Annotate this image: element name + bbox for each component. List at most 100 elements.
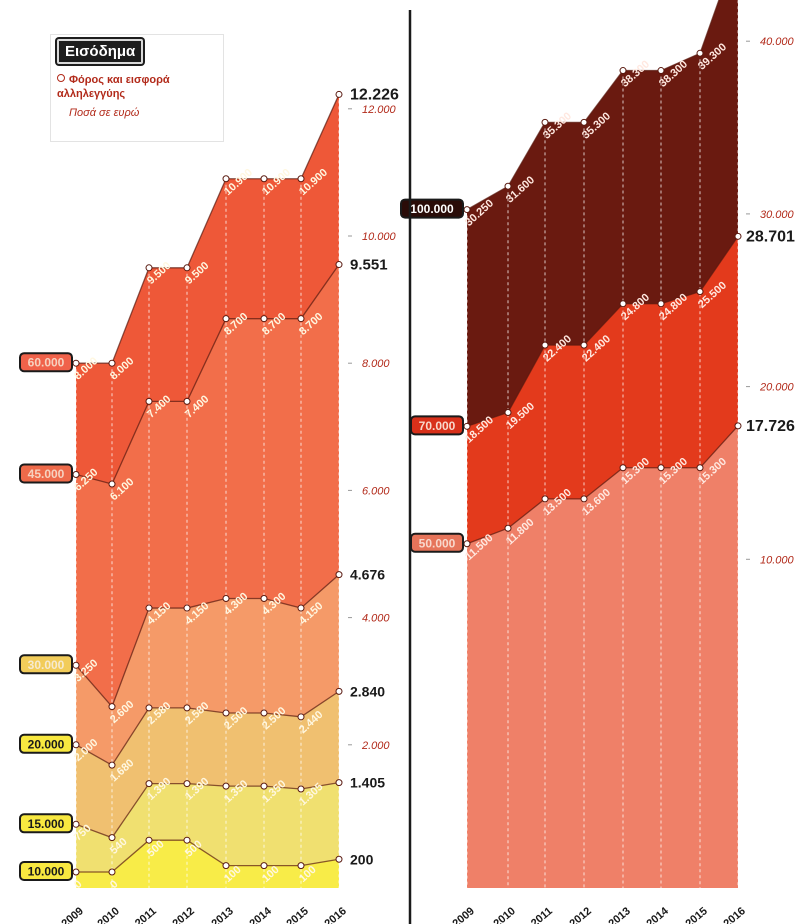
left-y-tick-label: 4.000 <box>362 613 390 625</box>
left-data-point <box>260 709 268 717</box>
right-data-point <box>696 288 704 296</box>
left-data-point <box>108 834 116 842</box>
right-data-point <box>657 300 665 308</box>
left-data-point <box>145 264 153 272</box>
right-data-point <box>657 464 665 472</box>
left-data-point <box>183 780 191 788</box>
right-data-point <box>504 182 512 190</box>
right-badge-label: 70.000 <box>419 419 456 433</box>
left-data-point <box>183 397 191 405</box>
left-badge-label: 20.000 <box>28 737 65 751</box>
right-badge-label: 50.000 <box>419 536 456 550</box>
left-data-point <box>335 687 343 695</box>
left-data-point <box>145 836 153 844</box>
right-data-point <box>504 524 512 532</box>
left-end-label: 200 <box>350 851 374 867</box>
left-data-point <box>183 704 191 712</box>
right-data-point <box>619 464 627 472</box>
left-data-point <box>260 175 268 183</box>
left-badge-label: 10.000 <box>28 865 65 879</box>
right-x-tick-label: 2009 <box>450 905 476 924</box>
left-data-point <box>108 761 116 769</box>
left-data-point <box>72 471 80 478</box>
right-x-tick-label: 2010 <box>491 905 517 924</box>
right-x-tick-label: 2015 <box>683 905 709 924</box>
left-badge-label: 45.000 <box>28 467 65 481</box>
left-series-line <box>75 690 340 767</box>
right-data-point <box>734 232 742 240</box>
left-data-point <box>222 315 230 323</box>
left-data-point <box>72 359 80 367</box>
right-data-point <box>657 67 665 75</box>
right-bands <box>467 0 738 888</box>
left-data-point <box>145 397 153 405</box>
left-y-tick-label: 2.000 <box>361 740 390 752</box>
legend-note: Ποσά σε ευρώ <box>69 107 140 119</box>
left-data-point <box>222 595 230 603</box>
left-data-point <box>108 480 116 488</box>
left-y-tick-label: 8.000 <box>362 358 390 370</box>
left-series-line <box>76 94 340 364</box>
right-income-badge: 100.000 <box>400 198 464 219</box>
right-series-line <box>466 235 739 427</box>
left-end-label: 2.840 <box>350 683 385 699</box>
left-data-point <box>145 780 153 788</box>
left-x-tick-label: 2015 <box>284 905 310 924</box>
left-x-tick-label: 2016 <box>322 905 348 924</box>
left-x-tick-label: 2010 <box>95 905 121 924</box>
right-data-point <box>734 422 742 430</box>
left-badge-label: 60.000 <box>28 356 65 370</box>
right-data-point <box>463 206 471 214</box>
left-y-tick-label: 6.000 <box>362 485 390 497</box>
left-data-point <box>260 315 268 323</box>
left-income-badge: 15.000 <box>19 813 73 834</box>
left-data-point <box>335 855 343 863</box>
left-data-point <box>108 703 116 711</box>
left-data-point <box>72 661 80 669</box>
left-data-point <box>183 836 191 844</box>
right-data-point <box>463 422 471 430</box>
left-badge-box <box>19 813 73 834</box>
left-data-point <box>72 820 80 828</box>
right-income-badge: 50.000 <box>410 532 464 553</box>
left-y-tick-label: 10.000 <box>362 231 397 243</box>
left-badge-box <box>19 733 73 754</box>
left-data-point <box>72 868 80 876</box>
right-income-badge: 70.000 <box>410 415 464 436</box>
left-data-point <box>297 785 305 793</box>
left-end-label: 9.551 <box>350 257 388 274</box>
left-income-badge: 45.000 <box>19 463 73 484</box>
left-series-line <box>76 839 340 873</box>
right-x-tick-label: 2014 <box>644 905 671 924</box>
legend: Εισόδημα Φόρος και εισφορά αλληλεγγύης Π… <box>50 34 224 142</box>
right-data-point <box>696 464 704 472</box>
left-data-point <box>260 782 268 790</box>
left-badge-box <box>19 861 73 881</box>
left-y-axis: 2.000 4.000 6.000 8.000 10.000 12.000 <box>348 104 397 752</box>
left-series-line <box>75 264 340 485</box>
left-end-label: 1.405 <box>350 775 385 791</box>
right-y-tick-label: 30.000 <box>760 209 795 221</box>
right-data-point <box>541 495 549 503</box>
left-data-point <box>297 175 305 183</box>
left-badge-label: 15.000 <box>28 817 65 831</box>
left-data-point <box>108 868 116 876</box>
left-badge-box <box>19 654 73 675</box>
legend-series-text: Φόρος και εισφορά αλληλεγγύης <box>57 74 170 100</box>
legend-title: Εισόδημα <box>57 39 144 64</box>
right-y-tick-label: 10.000 <box>760 554 795 566</box>
right-data-point <box>619 300 627 308</box>
legend-series-label: Φόρος και εισφορά αλληλεγγύης <box>57 73 217 101</box>
left-bands <box>76 94 339 889</box>
left-x-tick-label: 2009 <box>59 905 85 924</box>
right-end-label: 28.701 <box>746 228 795 245</box>
left-data-point <box>260 862 268 870</box>
right-badge-label: 100.000 <box>410 202 454 216</box>
right-gridlines <box>466 0 739 888</box>
left-data-point <box>222 782 230 790</box>
right-series-line <box>466 425 739 545</box>
left-data-point <box>297 315 305 323</box>
